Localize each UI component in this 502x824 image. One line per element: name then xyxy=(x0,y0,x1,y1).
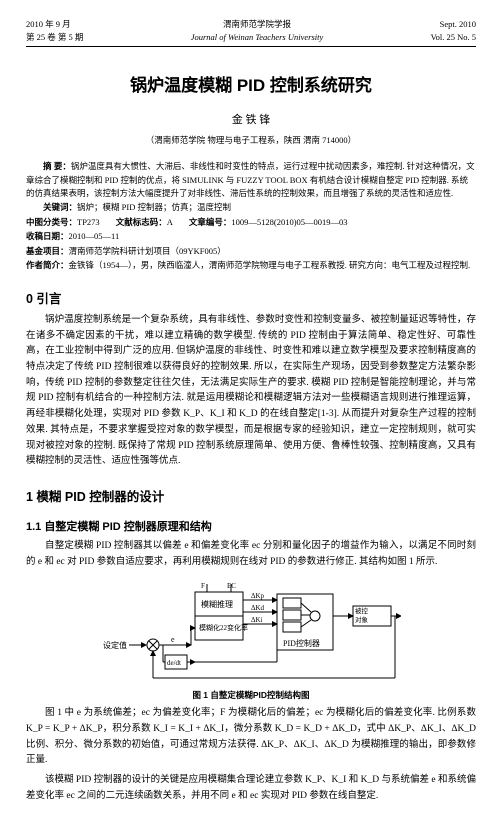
fig-dedt-label: de/dt xyxy=(167,659,181,667)
hdr-left-top: 2010 年 9 月 xyxy=(26,18,83,31)
figure-1: 设定值 e de/dt 模糊推理 模糊化22变化率 F EC ΔKp ΔKd Δ… xyxy=(101,580,401,685)
section-1-1-p1: 自整定模糊 PID 控制器其以偏差 e 和偏差变化率 ec 分别和量化因子的增益… xyxy=(26,539,476,570)
fig-quant-label: 模糊化22变化率 xyxy=(199,623,248,632)
author: 金 铁 锋 xyxy=(26,112,476,129)
abstract-text: 锅炉温度具有大惯性、大滞后、非线性和时变性的特点，运行过程中扰动因素多，难控制.… xyxy=(26,161,475,198)
meta-block: 中图分类号：TP273 文献标志码：A 文章编号：1009—5128(2010)… xyxy=(26,215,476,273)
fig-plant-label: 被控 xyxy=(355,606,369,615)
fig-setpoint-label: 设定值 xyxy=(103,640,127,650)
section-1-1-heading: 1.1 自整定模糊 PID 控制器原理和结构 xyxy=(26,519,476,536)
page: 2010 年 9 月 第 25 卷 第 5 期 渭南师范学院学报 Journal… xyxy=(0,0,502,824)
header-rule xyxy=(26,46,476,47)
bio-label: 作者简介： xyxy=(26,260,69,270)
running-header: 2010 年 9 月 第 25 卷 第 5 期 渭南师范学院学报 Journal… xyxy=(26,18,476,44)
hdr-center-bot: Journal of Weinan Teachers University xyxy=(191,31,324,44)
fig-dki: ΔKi xyxy=(251,616,263,624)
figure-1-caption: 图 1 自整定模糊PID控制结构图 xyxy=(26,689,476,702)
bio: 金铁锋（1954—），男，陕西临潼人，渭南师范学院物理与电子工程系教授. 研究方… xyxy=(69,260,471,270)
hdr-left-bot: 第 25 卷 第 5 期 xyxy=(26,31,83,44)
fig-fuzzy-label: 模糊推理 xyxy=(201,599,233,609)
section-1-heading: 1 模糊 PID 控制器的设计 xyxy=(26,488,476,507)
hdr-center-top: 渭南师范学院学报 xyxy=(191,18,324,31)
after-fig-p1: 图 1 中 e 为系统偏差；ec 为偏差变化率；F 为模糊化后的偏差；ec 为模… xyxy=(26,706,476,769)
fund-label: 基金项目： xyxy=(26,246,69,256)
fig-e-label: e xyxy=(171,635,175,644)
abstract-block: 摘 要：锅炉温度具有大惯性、大滞后、非线性和时变性的特点，运行过程中扰动因素多，… xyxy=(26,160,476,272)
clc-label: 中图分类号： xyxy=(26,217,77,227)
svg-text:对象: 对象 xyxy=(355,615,369,624)
clc: TP273 xyxy=(77,217,100,227)
section-0-heading: 0 引言 xyxy=(26,290,476,309)
affiliation: （渭南师范学院 物理与电子工程系，陕西 渭南 714000） xyxy=(26,134,476,147)
abstract-label: 摘 要： xyxy=(43,161,71,171)
hdr-right-top: Sept. 2010 xyxy=(431,18,476,31)
section-0-p1: 锅炉温度控制系统是一个复杂系统，具有非线性、参数时变性和控制变量多、被控制量延迟… xyxy=(26,313,476,470)
doccode-label: 文献标志码： xyxy=(116,217,167,227)
after-fig-p2: 该模糊 PID 控制器的设计的关键是应用模糊集合理论建立参数 K_P、K_I 和… xyxy=(26,773,476,804)
articleid-label: 文章编号： xyxy=(189,217,232,227)
recv-label: 收稿日期： xyxy=(26,231,69,241)
hdr-right-bot: Vol. 25 No. 5 xyxy=(431,31,476,44)
fig-pid-label: PID控制器 xyxy=(283,638,320,648)
fig-EC-label: EC xyxy=(227,582,236,590)
fig-dkp: ΔKp xyxy=(251,592,265,600)
keywords-label: 关键词： xyxy=(43,202,77,212)
fig-dkd: ΔKd xyxy=(251,604,265,612)
fig-F-label: F xyxy=(201,582,205,590)
keywords-text: 锅炉；模糊 PID 控制器；仿真；温度控制 xyxy=(77,202,231,212)
doccode: A xyxy=(167,217,173,227)
articleid: 1009—5128(2010)05—0019—03 xyxy=(231,217,347,227)
recv: 2010—05—11 xyxy=(69,231,120,241)
paper-title: 锅炉温度模糊 PID 控制系统研究 xyxy=(26,73,476,99)
fund: 渭南师范学院科研计划项目（09YKF005） xyxy=(69,246,226,256)
